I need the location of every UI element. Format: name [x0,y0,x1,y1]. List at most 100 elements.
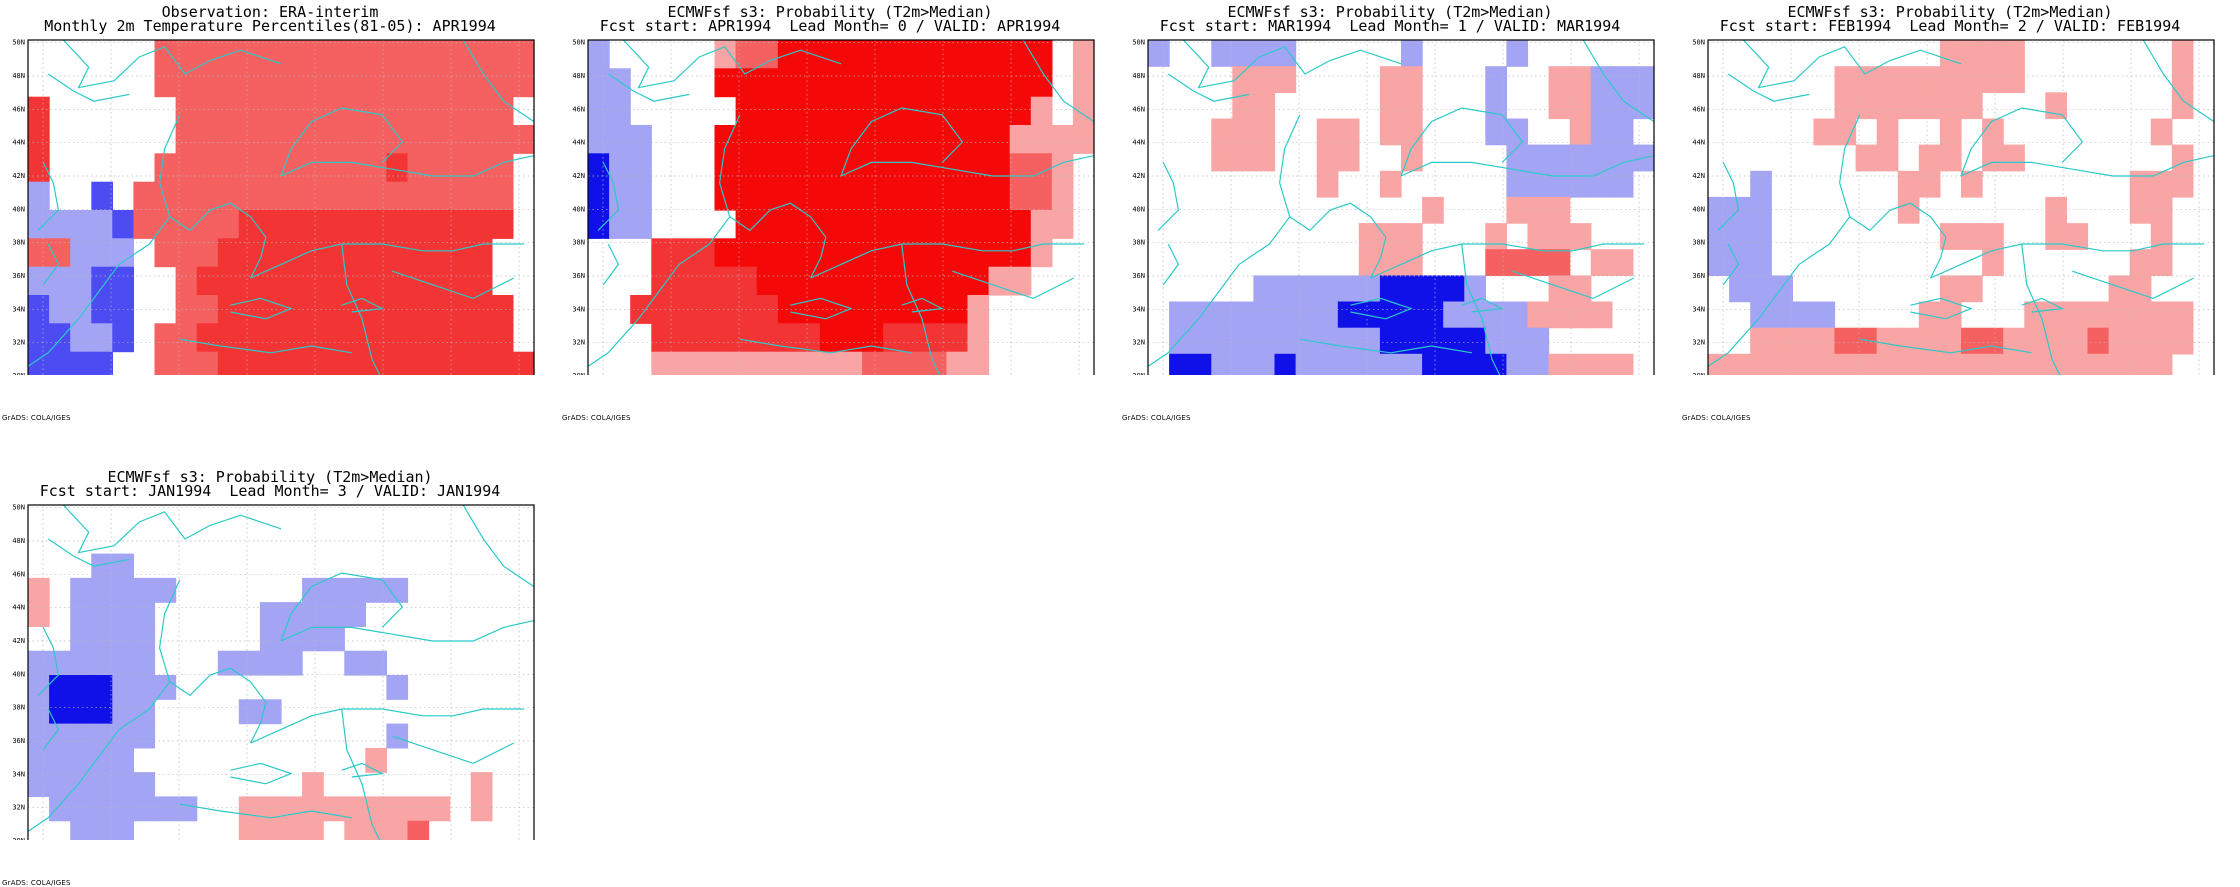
shaded-cell [302,820,324,840]
shaded-cell [841,96,863,126]
shaded-cell [344,820,366,840]
shaded-cell [323,153,345,183]
shaded-cell [1527,144,1550,172]
shaded-cell [470,125,493,154]
lat-tick-label: 44N [572,139,585,147]
shaded-cell [714,238,737,268]
lat-tick-label: 34N [12,770,25,778]
shaded-cell [344,650,366,676]
shaded-cell [91,553,113,579]
shaded-cell [777,238,800,268]
shaded-cell [988,40,1011,69]
shaded-cell [2129,275,2152,303]
shaded-cell [217,650,240,676]
shaded-cell [386,125,409,154]
map-frame [587,39,1095,375]
coastline [1370,243,1644,279]
shaded-cell [428,181,451,211]
shaded-cell [1611,170,1634,198]
shaded-cell [1072,40,1095,69]
shaded-cell [1590,92,1613,120]
map-frame [27,39,535,375]
shaded-cell [449,266,472,296]
shaded-cell [756,181,779,211]
shaded-cell [2024,327,2046,355]
shaded-cell [1939,301,1962,329]
shaded-cell [756,266,779,296]
coastline [840,155,1095,177]
shaded-cell [196,351,219,375]
shaded-cell [70,238,92,268]
shaded-cell [777,210,800,239]
shaded-cell [925,351,947,375]
shaded-cell [91,210,113,239]
shaded-cell [841,238,863,268]
shaded-cell [302,772,324,797]
shaded-cell [1295,275,1318,303]
shaded-cell [1232,40,1254,67]
shaded-cell [428,351,451,375]
shaded-cell [862,266,884,296]
shaded-cell [819,40,842,69]
shaded-cell [735,96,758,126]
shaded-cell [2045,92,2067,120]
shaded-cell [967,266,990,296]
panel-title-line1: ECMWFsf s3: Probability (T2m>Median) [1227,3,1553,21]
shaded-cell [1009,40,1032,69]
shaded-cell [1982,40,2004,67]
shaded-cell [344,68,366,98]
shaded-cell [862,40,884,69]
shaded-cell [1590,249,1613,276]
shaded-cell [1834,353,1857,375]
shaded-cell [175,125,198,154]
shaded-cell [841,68,863,98]
grads-credit: GrADS: COLA/IGES [1682,414,1751,422]
shaded-cell [112,699,134,725]
shaded-cell [1548,223,1571,250]
shaded-cell [883,351,905,375]
shaded-cell [2150,223,2173,250]
lat-tick-label: 38N [12,239,25,247]
shaded-cell [49,796,71,822]
shaded-cell [1548,170,1571,198]
shaded-cell [428,125,451,154]
shaded-cell [428,266,451,296]
coastline [1299,338,1472,354]
shaded-cell [735,238,758,268]
shaded-cell [1876,353,1899,375]
shaded-cell [609,96,631,126]
shaded-cell [428,210,451,239]
shaded-cell [609,68,631,98]
shaded-cell [217,96,240,126]
shaded-cell [883,238,905,268]
shaded-cell [777,68,800,98]
shaded-cell [735,125,758,154]
shaded-cell [1548,301,1571,329]
coastline [47,538,130,567]
shaded-cell [1211,301,1233,329]
shaded-cell [841,40,863,69]
shaded-cell [154,181,177,211]
shaded-cell [1506,170,1529,198]
shaded-cell [1750,223,1772,250]
shaded-cell [365,153,387,183]
shaded-cell [344,96,366,126]
shaded-cell [344,577,366,603]
coastline [1727,73,1810,102]
shaded-cell [1358,275,1381,303]
shaded-cell [449,96,472,126]
shaded-cell [323,210,345,239]
grads-credit: GrADS: COLA/IGES [562,414,631,422]
coastline [1022,39,1095,123]
shaded-cell [407,68,430,98]
coastline [1742,39,1962,89]
shaded-cell [1939,327,1962,355]
shaded-cell [70,723,92,749]
shaded-cell [175,323,198,353]
coastline [810,243,1084,279]
shaded-cell [1358,353,1381,375]
shaded-cell [428,68,451,98]
map-canvas: 30N32N34N36N38N40N42N44N46N48N50N10E15E2… [572,39,1095,375]
shaded-cell [904,210,926,239]
shaded-cell [1295,301,1318,329]
